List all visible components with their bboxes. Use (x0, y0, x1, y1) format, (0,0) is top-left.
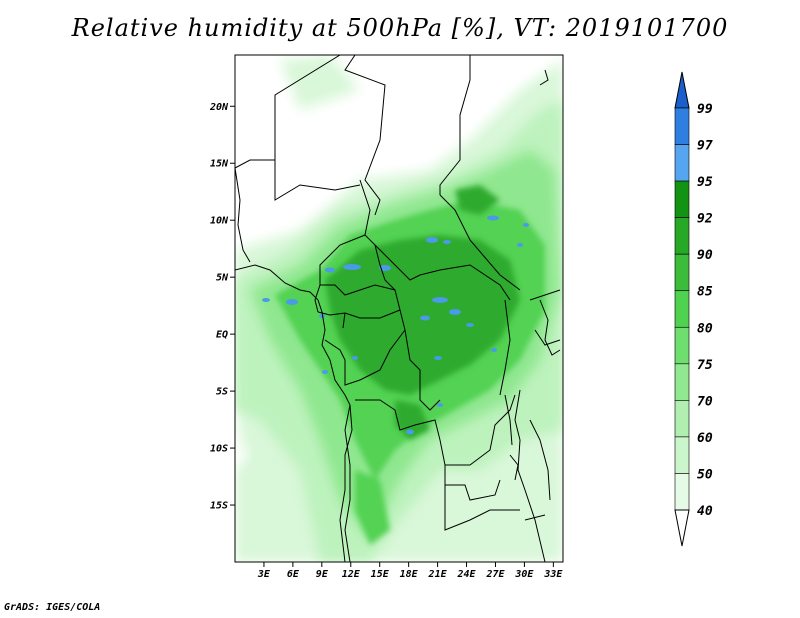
colorbar-label: 70 (697, 394, 713, 409)
colorbar-segment (674, 363, 690, 401)
colorbar-segment (674, 253, 690, 292)
coastline (235, 69, 561, 562)
colorbar-segment (674, 400, 690, 438)
colorbar-label: 95 (697, 175, 713, 190)
lon-tick-label: 6E (287, 569, 300, 580)
colorbar-label: 50 (697, 467, 713, 482)
colorbar-label: 60 (697, 431, 713, 446)
longitude-axis: 3E 6E 9E 12E 15E 18E 21E 24E 27E 30E 33E (257, 562, 563, 580)
colorbar-label: 90 (697, 248, 713, 263)
humidity-field (235, 55, 563, 562)
lat-tick-label: 5N (216, 273, 229, 284)
country-borders (235, 55, 561, 562)
colorbar: 40 50 60 70 75 80 85 90 92 95 97 99 (674, 71, 713, 547)
colorbar-segment (674, 107, 690, 145)
colorbar-segment (674, 180, 690, 218)
humidity-band-97 (262, 215, 529, 435)
lat-tick-label: EQ (216, 330, 228, 341)
colorbar-label: 97 (697, 139, 713, 154)
colorbar-top-arrow (674, 71, 690, 109)
lon-tick-label: 9E (316, 569, 329, 580)
lon-tick-label: 15E (371, 569, 390, 580)
lat-tick-label: 10N (210, 216, 229, 227)
humidity-band-92 (325, 185, 520, 440)
colorbar-segment (674, 144, 690, 182)
colorbar-label: 80 (697, 321, 713, 336)
lat-tick-label: 15S (210, 501, 228, 512)
grads-credit: GrADS: IGES/COLA (4, 602, 101, 613)
lat-tick-label: 5S (216, 387, 228, 398)
lon-tick-label: 3E (257, 569, 271, 580)
colorbar-label: 85 (697, 285, 713, 300)
colorbar-segment (674, 326, 690, 365)
lat-tick-label: 20N (209, 102, 229, 113)
colorbar-segment (674, 290, 690, 328)
lon-tick-label: 33E (543, 569, 563, 580)
colorbar-segment (674, 436, 690, 474)
lon-tick-label: 18E (400, 569, 419, 580)
lat-tick-label: 10S (210, 444, 228, 455)
colorbar-label: 99 (697, 102, 713, 117)
lon-tick-label: 30E (514, 569, 534, 580)
chart-title: Relative humidity at 500hPa [%], VT: 201… (71, 14, 729, 42)
map-frame (234, 54, 564, 563)
colorbar-segment (674, 217, 690, 255)
colorbar-segment (674, 473, 690, 511)
lon-tick-label: 12E (342, 569, 361, 580)
colorbar-label: 92 (697, 212, 713, 227)
colorbar-bottom-arrow (674, 509, 690, 547)
lon-tick-label: 24E (456, 569, 476, 580)
lon-tick-label: 21E (428, 569, 448, 580)
lat-tick-label: 15N (210, 159, 229, 170)
lon-tick-label: 27E (485, 569, 505, 580)
colorbar-label: 40 (697, 504, 713, 519)
latitude-axis: 20N 15N 10N 5N EQ 5S 10S 15S (209, 102, 235, 512)
colorbar-label: 75 (697, 358, 713, 373)
